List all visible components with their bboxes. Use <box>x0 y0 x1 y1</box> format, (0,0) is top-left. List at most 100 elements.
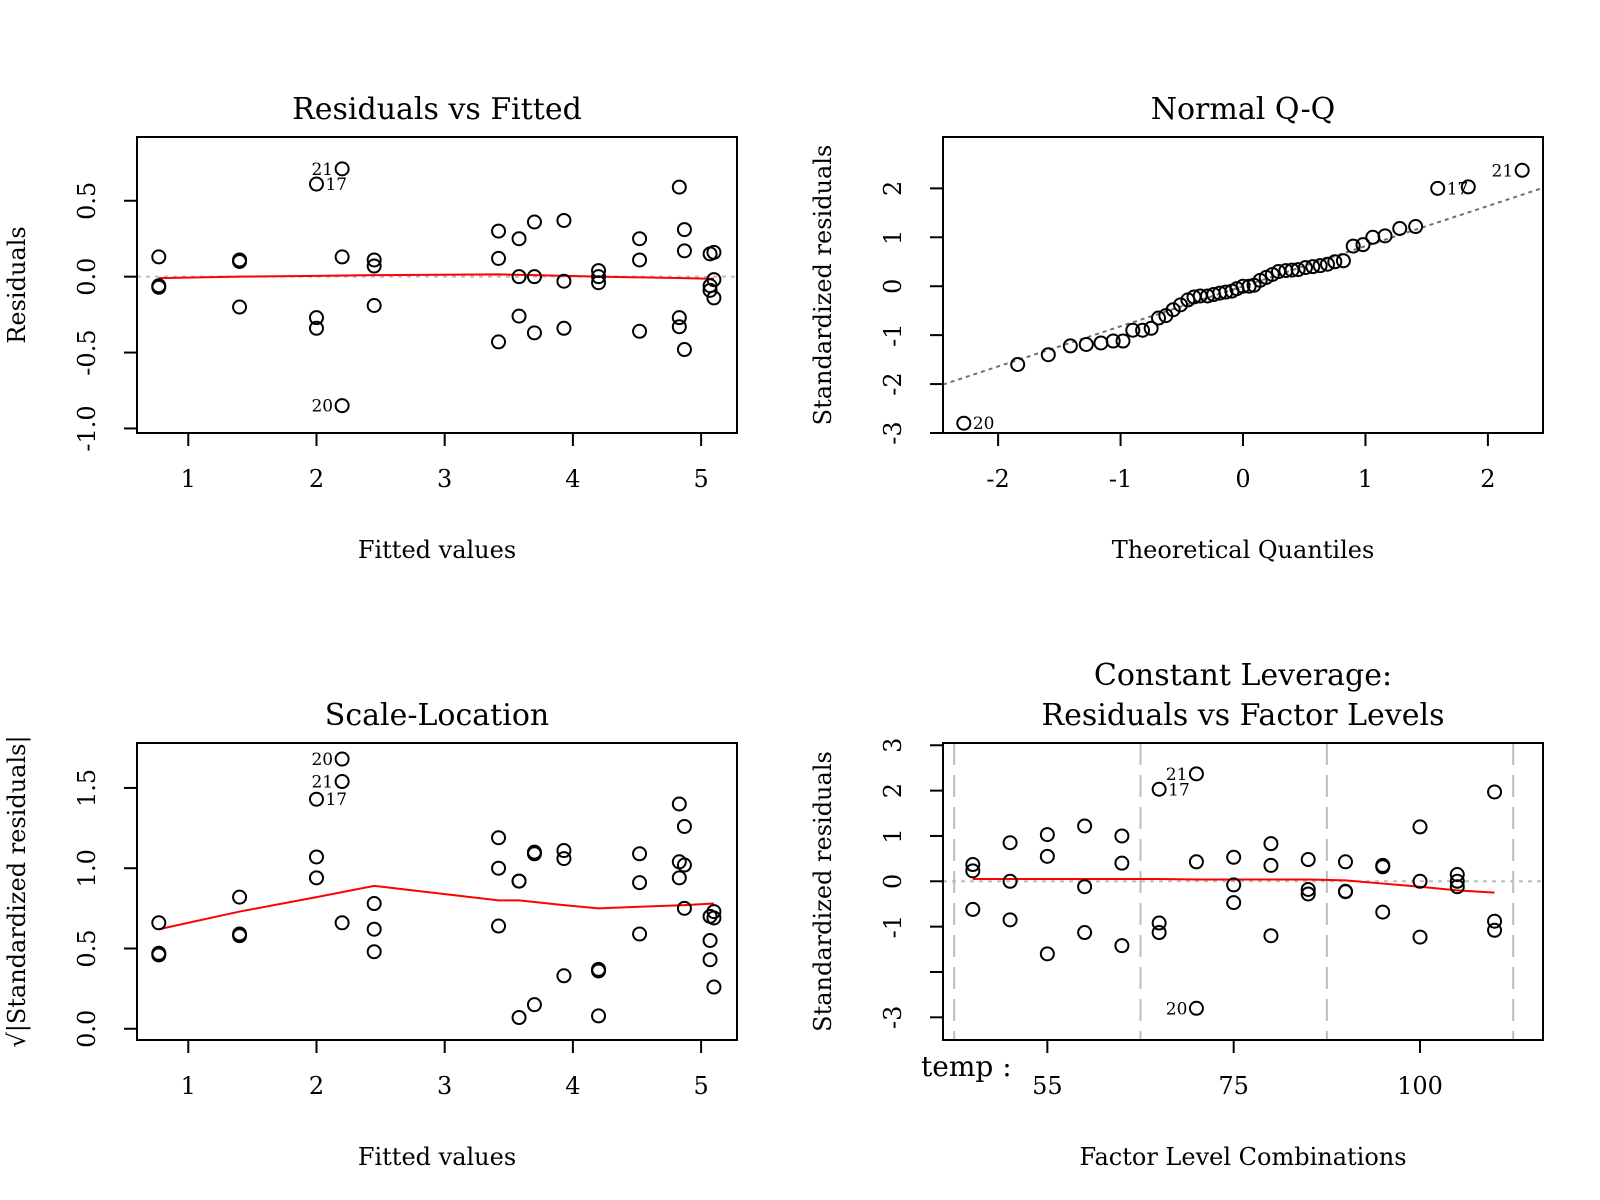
data-point <box>965 857 981 873</box>
data-point <box>671 796 687 812</box>
data-point <box>1173 297 1189 313</box>
data-point <box>676 857 692 873</box>
x-axis-label: Fitted values <box>358 536 516 564</box>
data-point <box>232 889 248 905</box>
data-point <box>366 297 382 313</box>
y-tick-label: 2 <box>879 783 907 798</box>
data-point <box>632 323 648 339</box>
data-point <box>632 252 648 268</box>
y-tick-label: -1 <box>879 323 907 346</box>
data-point <box>1077 818 1093 834</box>
data-point <box>1039 946 1055 962</box>
data-point <box>1151 781 1167 797</box>
data-point <box>1077 879 1093 895</box>
data-point <box>1151 925 1167 941</box>
data-point <box>366 258 382 274</box>
data-point <box>366 252 382 268</box>
data-point <box>1114 855 1130 871</box>
x-axis-label: Fitted values <box>358 1143 516 1171</box>
data-point <box>491 223 507 239</box>
x-tick-label: 2 <box>309 465 324 493</box>
data-point <box>1010 357 1026 373</box>
y-tick-label: 0.5 <box>73 929 101 967</box>
panel-1: Residuals vs Fitted Fitted values Residual… <box>3 92 738 564</box>
data-point <box>308 310 324 326</box>
data-point <box>491 830 507 846</box>
x-tick-label: 1 <box>181 1072 196 1100</box>
data-point <box>1263 857 1279 873</box>
data-point <box>1300 886 1316 902</box>
data-point <box>1430 180 1446 196</box>
data-point <box>232 928 248 944</box>
data-point <box>676 222 692 238</box>
data-point <box>1327 254 1343 270</box>
y-axis-label: Standardized residuals <box>809 145 837 426</box>
point-label: 21 <box>1166 765 1188 785</box>
data-point <box>1460 179 1476 195</box>
data-point <box>591 275 607 291</box>
data-point <box>1188 1000 1204 1016</box>
x-tick-label: 0 <box>1235 465 1250 493</box>
smooth-line <box>972 878 1495 894</box>
data-point <box>1449 873 1465 889</box>
data-point <box>151 249 167 265</box>
data-point <box>706 244 722 260</box>
data-point <box>1151 915 1167 931</box>
data-point <box>632 846 648 862</box>
y-tick-label: 0 <box>879 279 907 294</box>
data-point <box>1114 938 1130 954</box>
data-point <box>1319 256 1335 272</box>
data-point <box>1002 912 1018 928</box>
data-point <box>151 915 167 931</box>
y-axis-label: Standardized residuals <box>809 751 837 1032</box>
data-point <box>491 250 507 266</box>
data-point <box>1114 828 1130 844</box>
data-point <box>1226 849 1242 865</box>
x-tick-label: 100 <box>1397 1072 1443 1100</box>
data-point <box>334 751 350 767</box>
data-point <box>526 997 542 1013</box>
y-tick-label: 1 <box>879 828 907 843</box>
data-point <box>591 269 607 285</box>
data-point <box>1002 835 1018 851</box>
data-point <box>1040 347 1056 363</box>
point-label: 21 <box>1492 161 1514 181</box>
y-tick-label: -1 <box>879 915 907 938</box>
data-point <box>1392 220 1408 236</box>
data-point <box>965 901 981 917</box>
data-point <box>956 415 972 431</box>
y-tick-label: -3 <box>879 421 907 444</box>
data-point <box>511 269 527 285</box>
data-point <box>1263 928 1279 944</box>
x-axis-label: Theoretical Quantiles <box>1112 536 1375 564</box>
y-tick-label: 3 <box>879 738 907 753</box>
data-point <box>706 979 722 995</box>
x-axis-label: Factor Level Combinations <box>1079 1143 1406 1171</box>
data-point <box>1290 262 1306 278</box>
data-point <box>526 214 542 230</box>
data-point <box>1039 827 1055 843</box>
data-point <box>491 860 507 876</box>
data-point <box>491 334 507 350</box>
data-point <box>1105 333 1121 349</box>
point-label: 17 <box>1447 179 1469 199</box>
data-point <box>526 325 542 341</box>
data-point <box>632 926 648 942</box>
data-point <box>334 249 350 265</box>
data-point <box>1337 854 1353 870</box>
factor-name-label: temp : <box>921 1050 1012 1083</box>
data-point <box>526 269 542 285</box>
x-tick-label: -2 <box>986 465 1009 493</box>
data-point <box>671 870 687 886</box>
point-label: 20 <box>311 397 333 417</box>
data-point <box>511 1010 527 1026</box>
x-tick-label: 3 <box>437 1072 452 1100</box>
data-point <box>676 900 692 916</box>
data-point <box>1115 333 1131 349</box>
point-label: 17 <box>325 790 347 810</box>
point-label: 20 <box>1166 999 1188 1019</box>
data-point <box>1143 320 1159 336</box>
data-point <box>1188 766 1204 782</box>
smooth-line <box>158 884 714 931</box>
data-point <box>1514 162 1530 178</box>
